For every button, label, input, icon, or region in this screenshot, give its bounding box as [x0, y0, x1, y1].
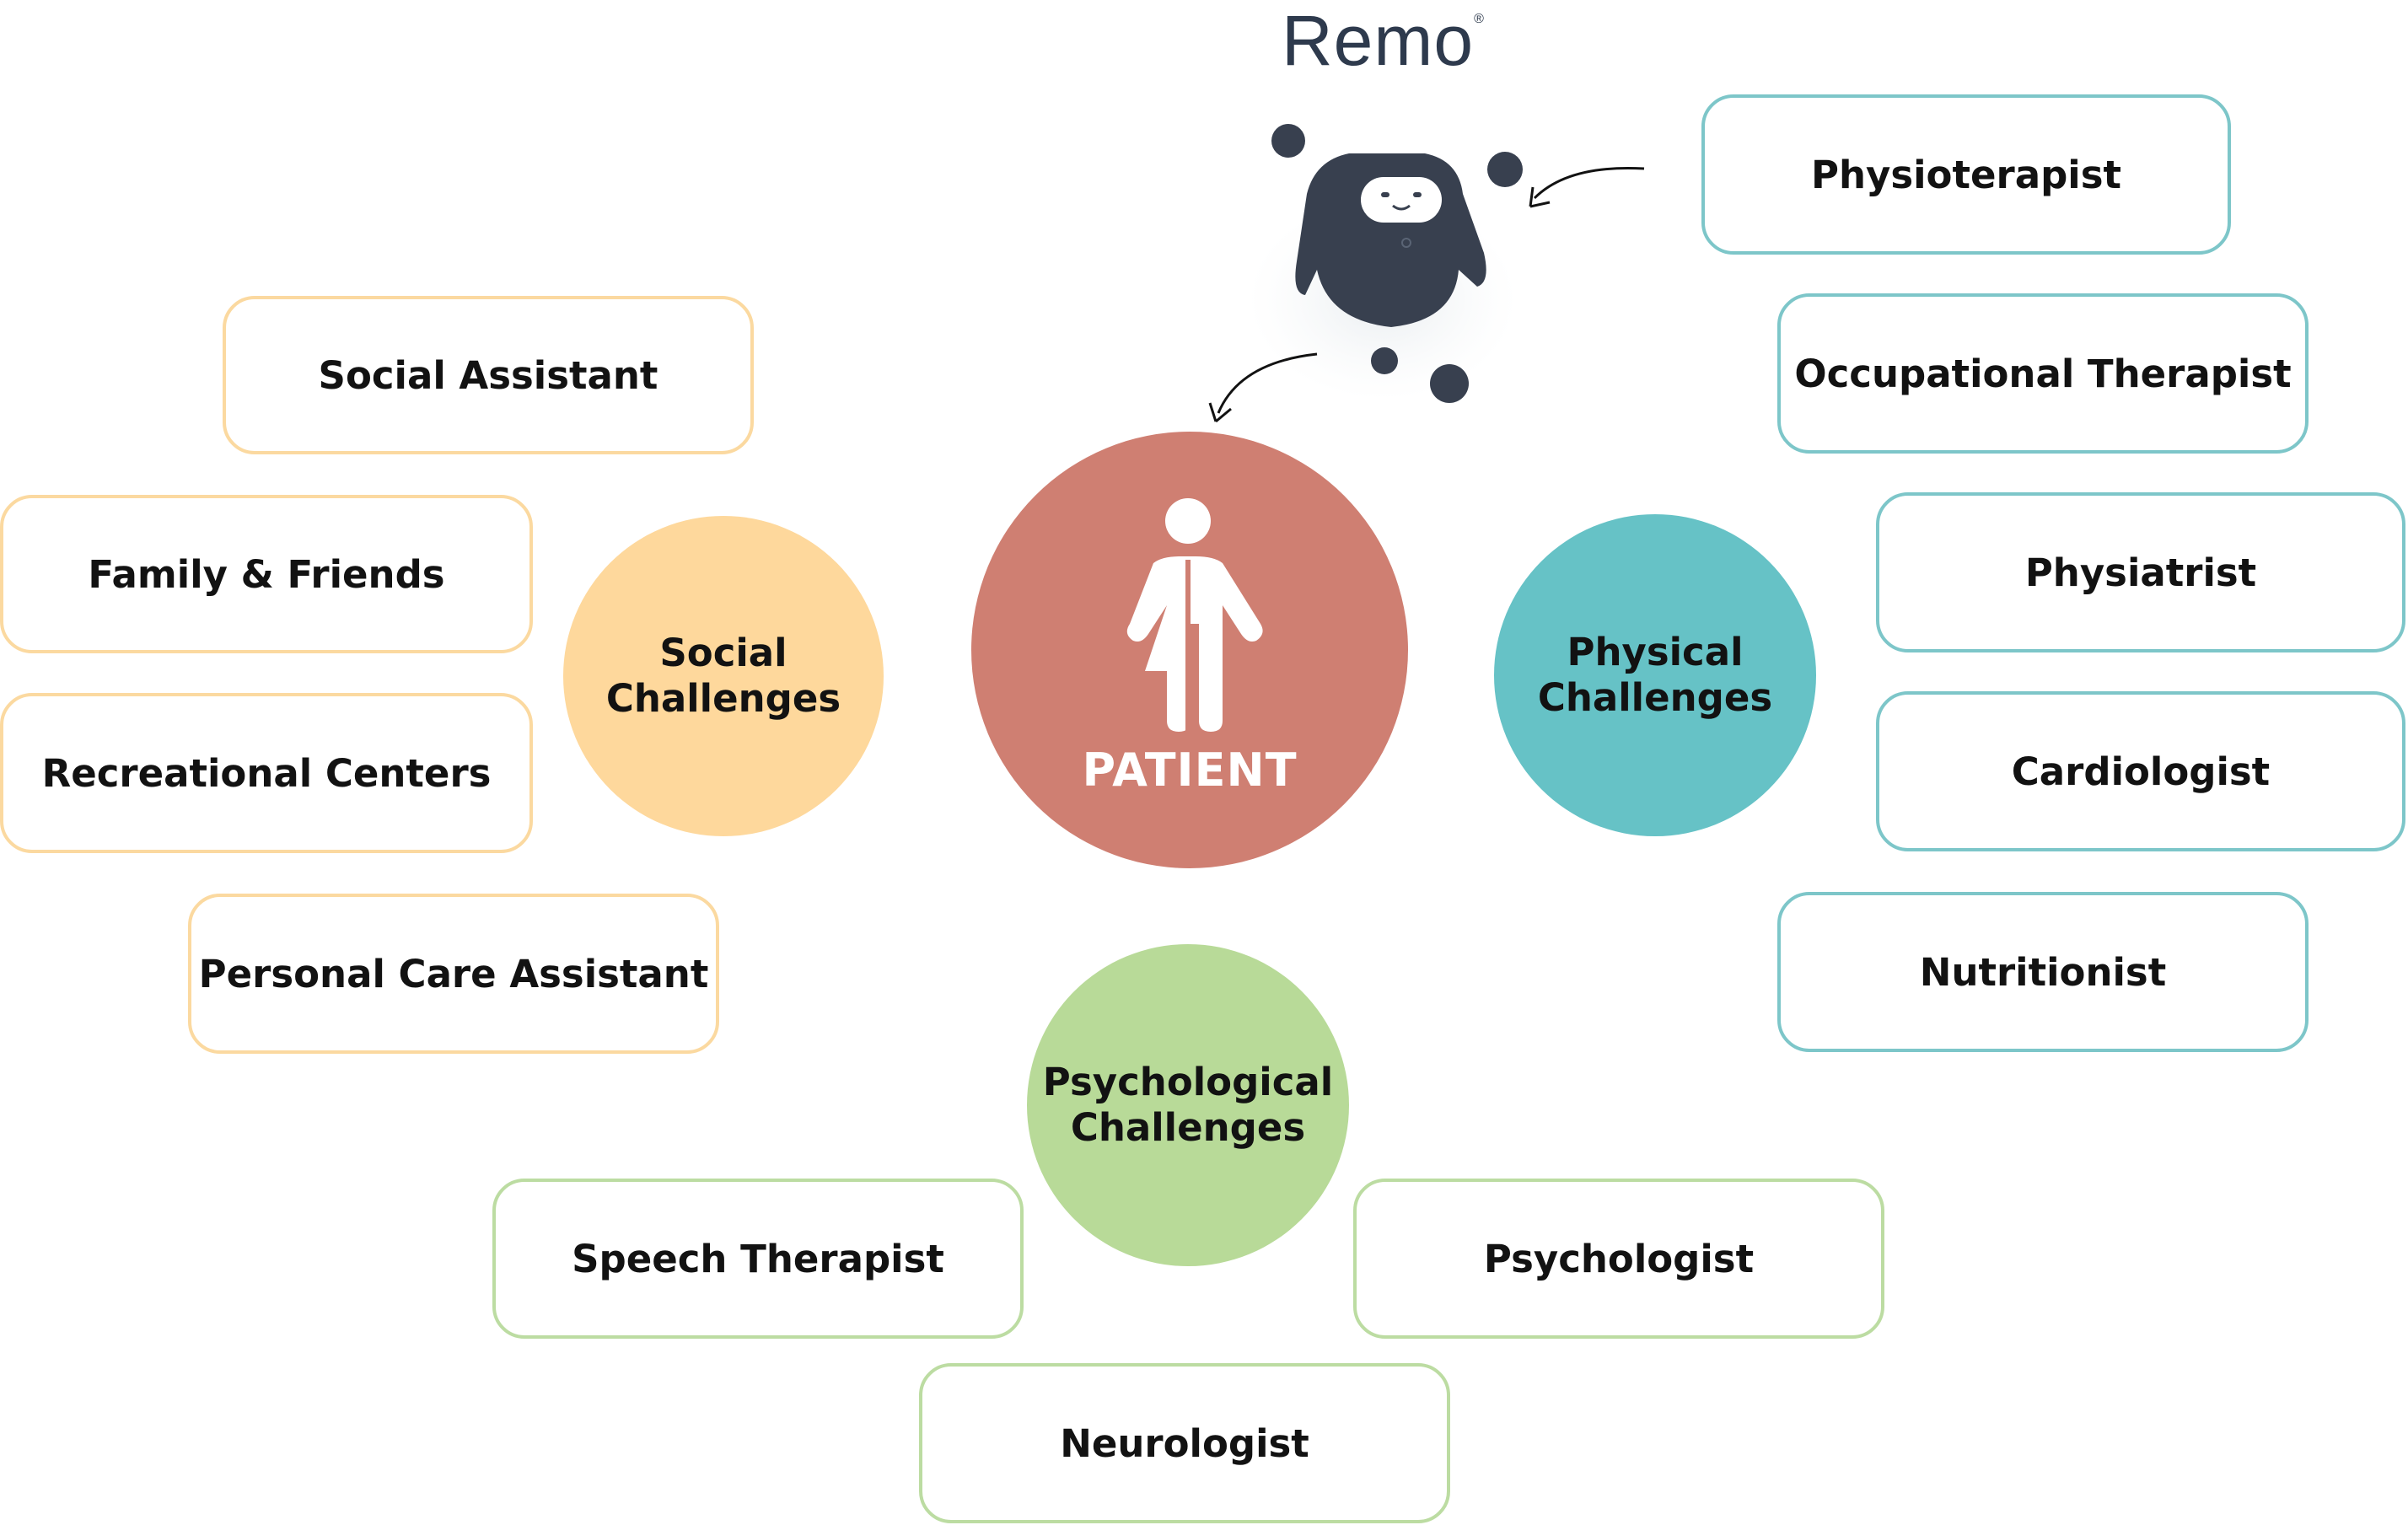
role-occupational-therapist: Occupational Therapist: [1777, 293, 2309, 454]
role-nutritionist: Nutritionist: [1777, 892, 2309, 1052]
role-physiatrist: Physiatrist: [1876, 492, 2405, 652]
role-family-friends: Family & Friends: [0, 495, 533, 653]
psychological-challenges-line2: Challenges: [1070, 1105, 1306, 1150]
brand-logo: Remo®: [1282, 0, 1485, 80]
social-challenges-line1: Social: [659, 631, 787, 675]
role-social-assistant: Social Assistant: [223, 296, 754, 454]
social-challenges-node: Social Challenges: [563, 516, 884, 836]
physical-challenges-node: Physical Challenges: [1494, 514, 1816, 836]
physical-challenges-line2: Challenges: [1537, 675, 1773, 720]
role-cardiologist: Cardiologist: [1876, 691, 2405, 851]
arrow-to-patient-icon: [1208, 352, 1318, 423]
role-speech-therapist: Speech Therapist: [492, 1179, 1024, 1339]
role-personal-care-assistant: Personal Care Assistant: [188, 894, 719, 1054]
remo-robot-icon: [1248, 124, 1523, 403]
social-challenges-line2: Challenges: [605, 676, 841, 721]
arrow-to-robot-icon: [1529, 166, 1645, 208]
registered-mark: ®: [1474, 12, 1485, 26]
psychological-challenges-line1: Psychological: [1042, 1060, 1334, 1104]
role-recreational-centers: Recreational Centers: [0, 693, 533, 853]
patient-label: PATIENT: [1082, 744, 1298, 797]
psychological-challenges-node: Psychological Challenges: [1027, 944, 1349, 1266]
brand-name: Remo: [1282, 1, 1475, 80]
role-physioterapist: Physioterapist: [1701, 94, 2231, 255]
role-psychologist: Psychologist: [1353, 1179, 1884, 1339]
physical-challenges-line1: Physical: [1567, 630, 1744, 674]
role-neurologist: Neurologist: [919, 1363, 1450, 1523]
